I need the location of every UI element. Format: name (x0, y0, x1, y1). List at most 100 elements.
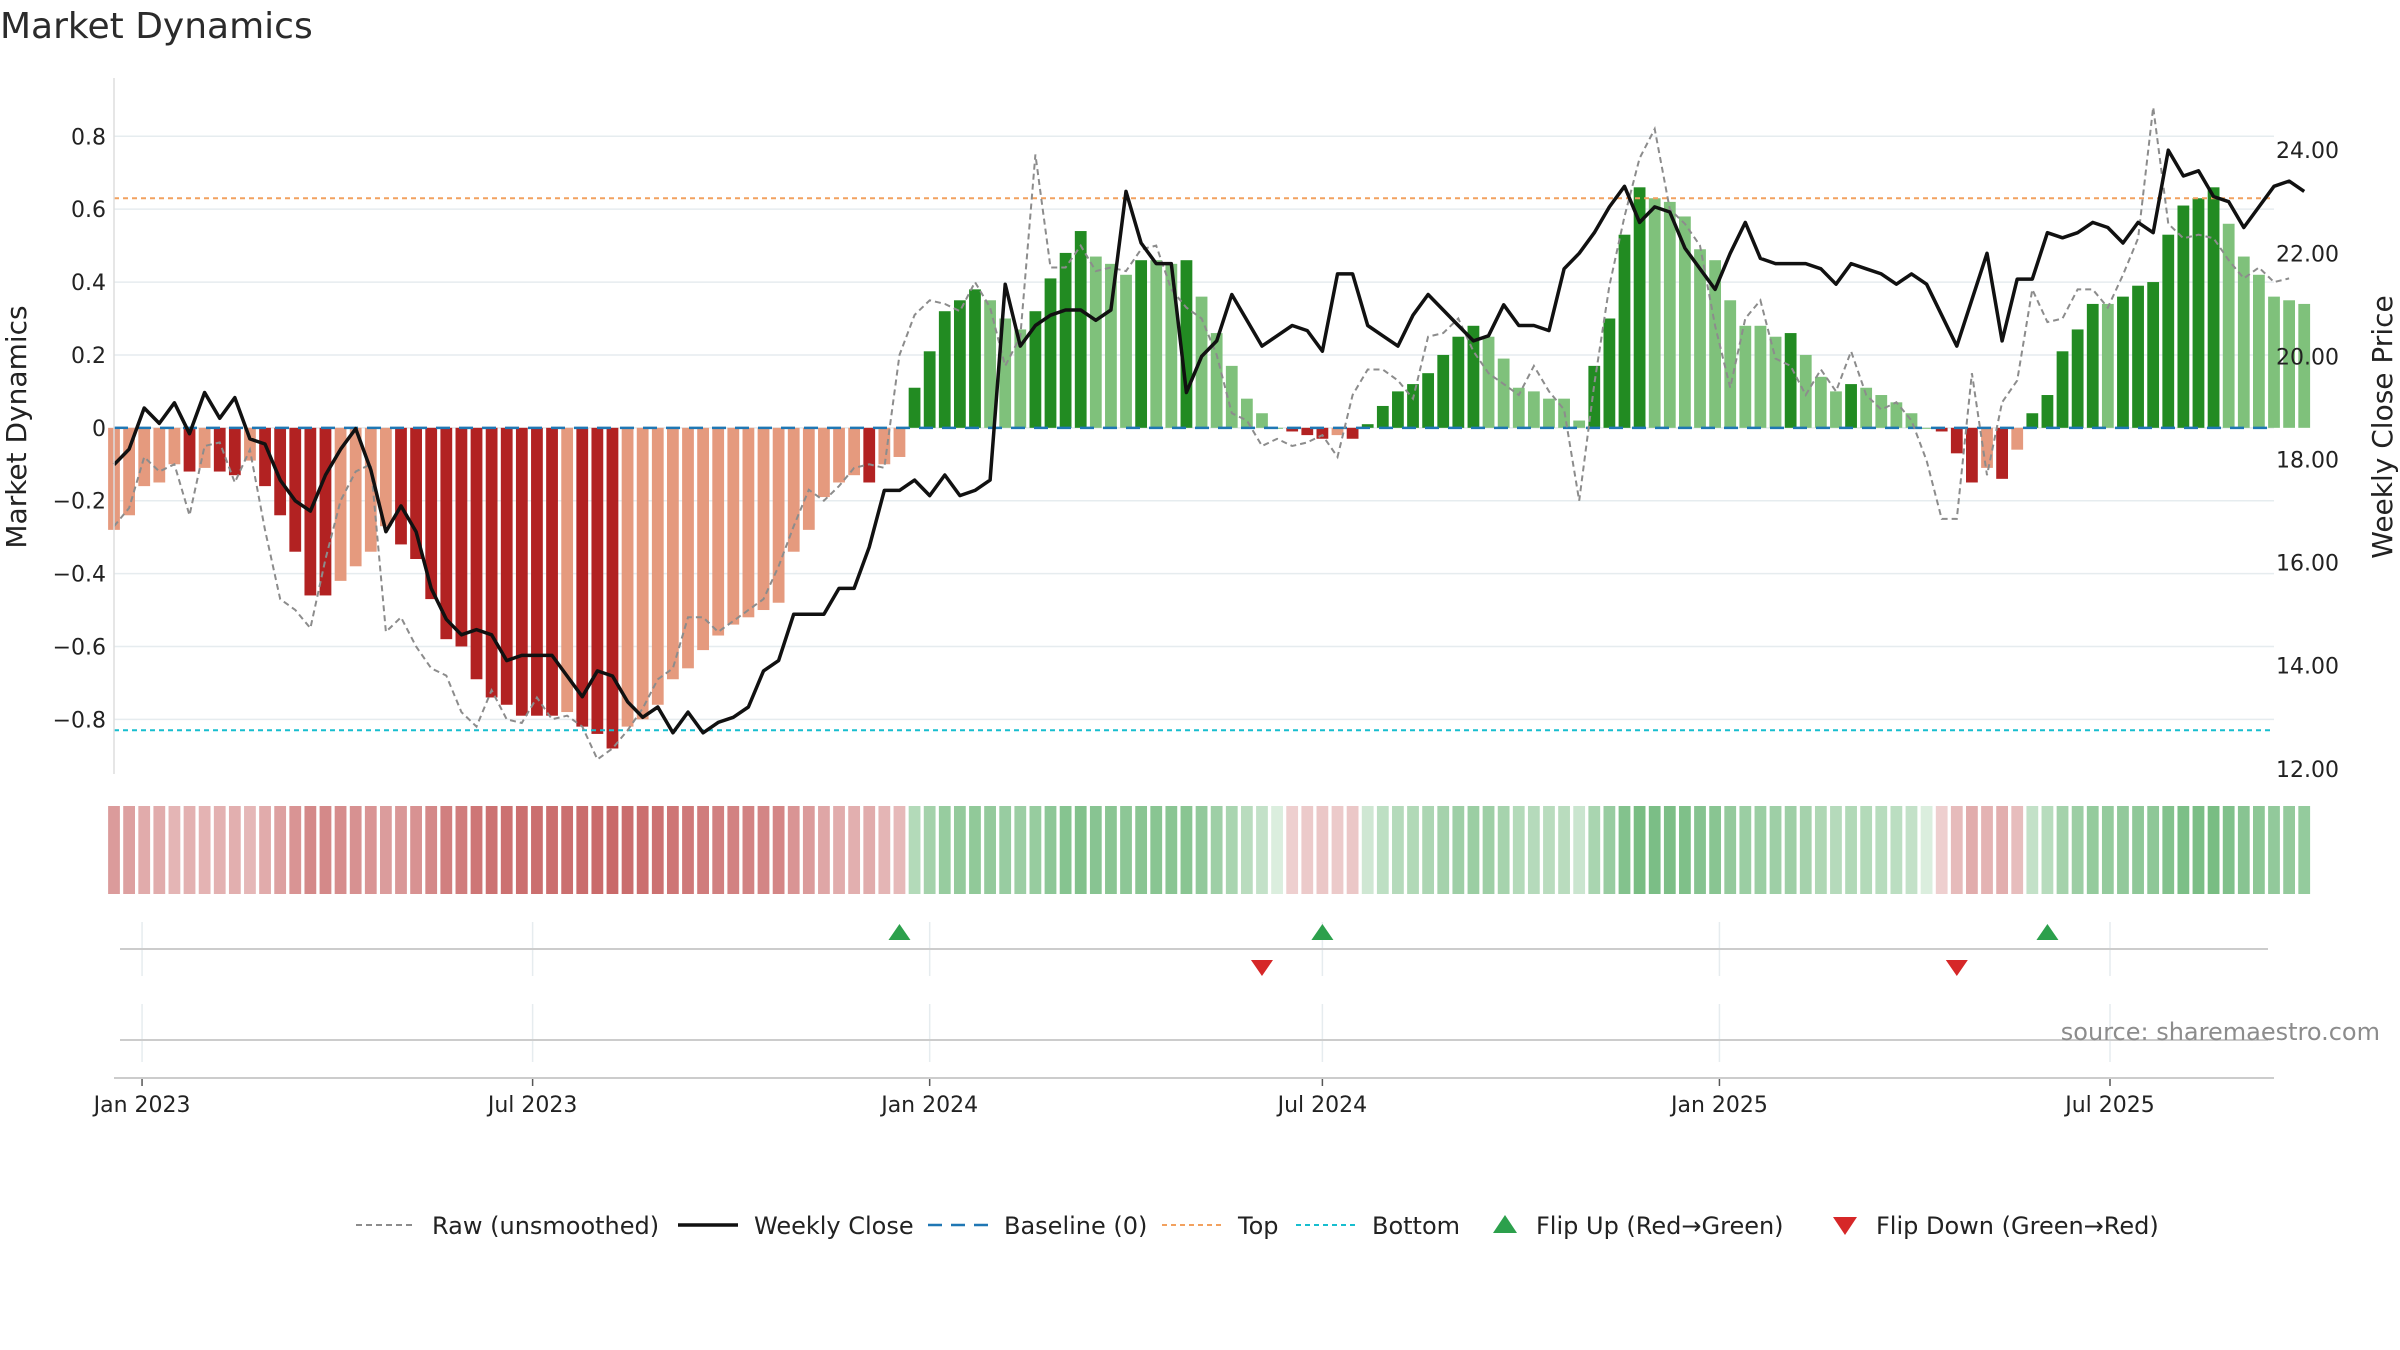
heat-cell (349, 806, 362, 894)
heat-cell (984, 806, 996, 894)
heat-cell (833, 806, 845, 894)
heat-cell (198, 806, 211, 894)
dynamics-bar (1029, 311, 1042, 428)
dynamics-bar (2162, 234, 2175, 428)
heat-cell (1150, 806, 1163, 894)
heat-cell (1935, 806, 1948, 894)
legend-label: Flip Up (Red→Green) (1536, 1212, 1784, 1240)
dynamics-bar (198, 427, 211, 468)
heat-cell (531, 806, 543, 894)
dynamics-bar (1180, 260, 1193, 428)
heat-cell (500, 806, 513, 894)
heat-cell (2253, 806, 2265, 894)
dynamics-bar (1120, 274, 1132, 428)
heat-cell (379, 806, 392, 894)
heat-cell (364, 806, 377, 894)
heat-cell (848, 806, 861, 894)
heat-cell (304, 806, 317, 894)
dynamics-bar (379, 427, 392, 527)
heat-cell (1059, 806, 1072, 894)
heat-cell (1996, 806, 2009, 894)
heat-cell (953, 806, 966, 894)
heat-cell (1376, 806, 1389, 894)
heat-cell (2026, 806, 2039, 894)
dynamics-bar (1845, 384, 1857, 428)
dynamics-bar (953, 300, 966, 428)
heat-cell (2207, 806, 2220, 894)
y-tick-label: −0.4 (53, 563, 106, 588)
dynamics-bar (802, 427, 815, 530)
heat-cell (1044, 806, 1057, 894)
heat-cell (1180, 806, 1193, 894)
heat-cell (712, 806, 725, 894)
heat-cell (410, 806, 422, 894)
heat-cell (1694, 806, 1706, 894)
dynamics-bar (546, 427, 558, 716)
heat-cell (666, 806, 679, 894)
heat-cell (1225, 806, 1238, 894)
dynamics-bar (878, 427, 891, 465)
dynamics-bars (108, 187, 2311, 749)
dynamics-bar (2192, 198, 2205, 428)
heat-cell (2283, 806, 2295, 894)
dynamics-bar (1059, 252, 1072, 428)
dynamics-bar (1527, 391, 1540, 428)
heat-cell (153, 806, 166, 894)
heat-cell (1437, 806, 1450, 894)
y-tick-label: 0 (92, 417, 106, 442)
y-tick-label: −0.6 (53, 635, 106, 660)
dynamics-bar (2026, 413, 2039, 428)
dynamics-bar (1618, 234, 1631, 428)
dynamics-bar (848, 427, 861, 476)
heat-cell (485, 806, 498, 894)
heat-cell (1890, 806, 1903, 894)
dynamics-bar (2177, 205, 2190, 428)
heat-cell (515, 806, 528, 894)
heat-cell (878, 806, 891, 894)
legend-item-bottom: Bottom (1296, 1212, 1460, 1240)
dynamics-bar (2011, 427, 2024, 450)
heat-cell (697, 806, 709, 894)
dynamics-bar (2253, 274, 2265, 428)
dynamics-bar (183, 427, 196, 472)
heat-cell (923, 806, 936, 894)
heat-cell (1814, 806, 1827, 894)
reference-lines (114, 197, 2274, 732)
heat-cell (1316, 806, 1329, 894)
y-axis-title: Market Dynamics (0, 305, 33, 548)
dynamics-bar (757, 427, 770, 611)
heat-cell (1784, 806, 1797, 894)
flip-up-marker (2036, 924, 2059, 940)
legend-item-flip-up: Flip Up (Red→Green) (1493, 1212, 1784, 1240)
dynamics-bar (440, 427, 453, 640)
dynamics-bar (1044, 278, 1057, 428)
dynamics-bar (576, 427, 589, 727)
dynamics-bar (244, 427, 256, 461)
dynamics-bar (969, 289, 981, 428)
dynamics-bar (1301, 427, 1314, 436)
heat-cell (969, 806, 981, 894)
legend-item-baseline: Baseline (0) (928, 1212, 1147, 1240)
heat-cell (2071, 806, 2084, 894)
legend: Raw (unsmoothed) Weekly Close Baseline (0)… (356, 1212, 2159, 1240)
heat-cell (259, 806, 271, 894)
y2-tick-label: 16.00 (2276, 552, 2339, 577)
heat-cell (1240, 806, 1253, 894)
dynamics-bar (425, 427, 438, 600)
heat-cell (1648, 806, 1661, 894)
heat-cell (228, 806, 241, 894)
dynamics-bar (1679, 216, 1691, 428)
dynamics-bar (1648, 198, 1661, 428)
dynamics-bar (470, 427, 483, 680)
heat-cell (727, 806, 740, 894)
heat-cell (213, 806, 226, 894)
heat-cell (742, 806, 755, 894)
heat-cell (787, 806, 800, 894)
flip-up-marker (888, 924, 911, 940)
x-tick-label: Jul 2024 (1276, 1093, 1368, 1118)
dynamics-bar (1754, 325, 1767, 428)
heat-cell (2237, 806, 2250, 894)
axes: −0.8 −0.6 −0.4 −0.2 0 0.2 0.4 0.6 0.8 12.00 14.00 1… (53, 78, 2339, 1118)
dynamics-bar (712, 427, 725, 636)
heat-cell (2101, 806, 2114, 894)
